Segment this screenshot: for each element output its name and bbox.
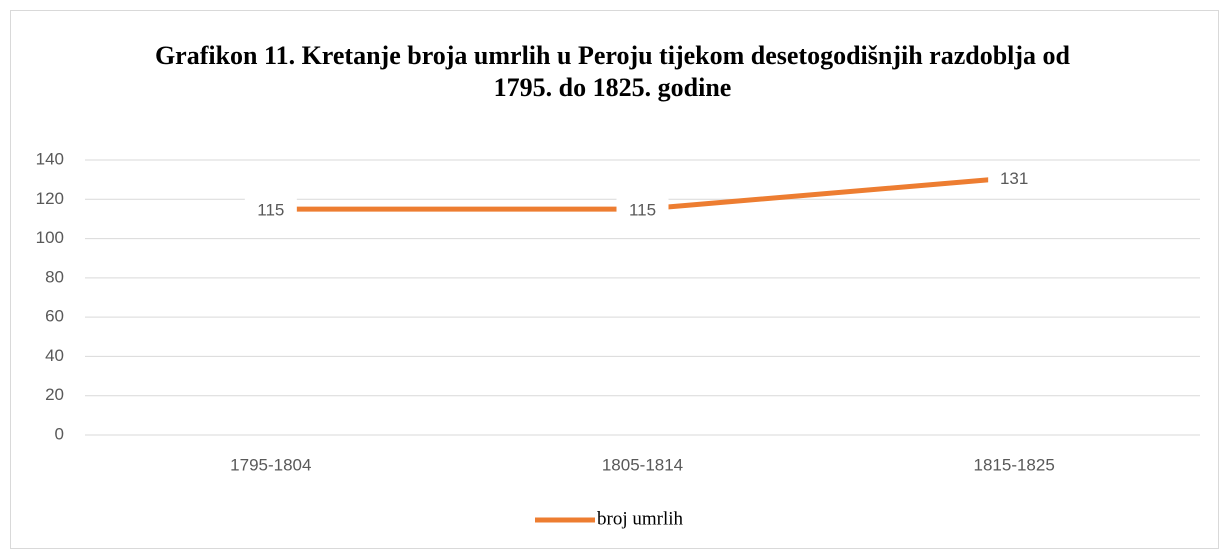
y-tick-label: 140 (36, 149, 64, 168)
data-label: 115 (257, 201, 284, 220)
y-tick-label: 60 (45, 307, 64, 326)
legend-text: broj umrlih (597, 508, 684, 529)
y-tick-label: 80 (45, 267, 64, 286)
data-label: 115 (629, 201, 656, 220)
data-label-bg (244, 195, 297, 224)
y-tick-label: 20 (45, 385, 64, 404)
chart-border (10, 10, 1219, 549)
y-tick-label: 100 (36, 228, 64, 247)
data-label-bg (988, 163, 1041, 192)
x-tick-label: 1805-1814 (602, 455, 683, 474)
data-label: 131 (1000, 169, 1028, 188)
y-tick-label: 0 (55, 424, 64, 443)
chart-title: Grafikon 11. Kretanje broja umrlih u Per… (154, 41, 1071, 102)
y-tick-label: 120 (36, 189, 64, 208)
y-tick-label: 40 (45, 346, 64, 365)
data-label-bg (616, 195, 669, 224)
x-tick-label: 1795-1804 (230, 455, 311, 474)
x-tick-label: 1815-1825 (974, 455, 1055, 474)
